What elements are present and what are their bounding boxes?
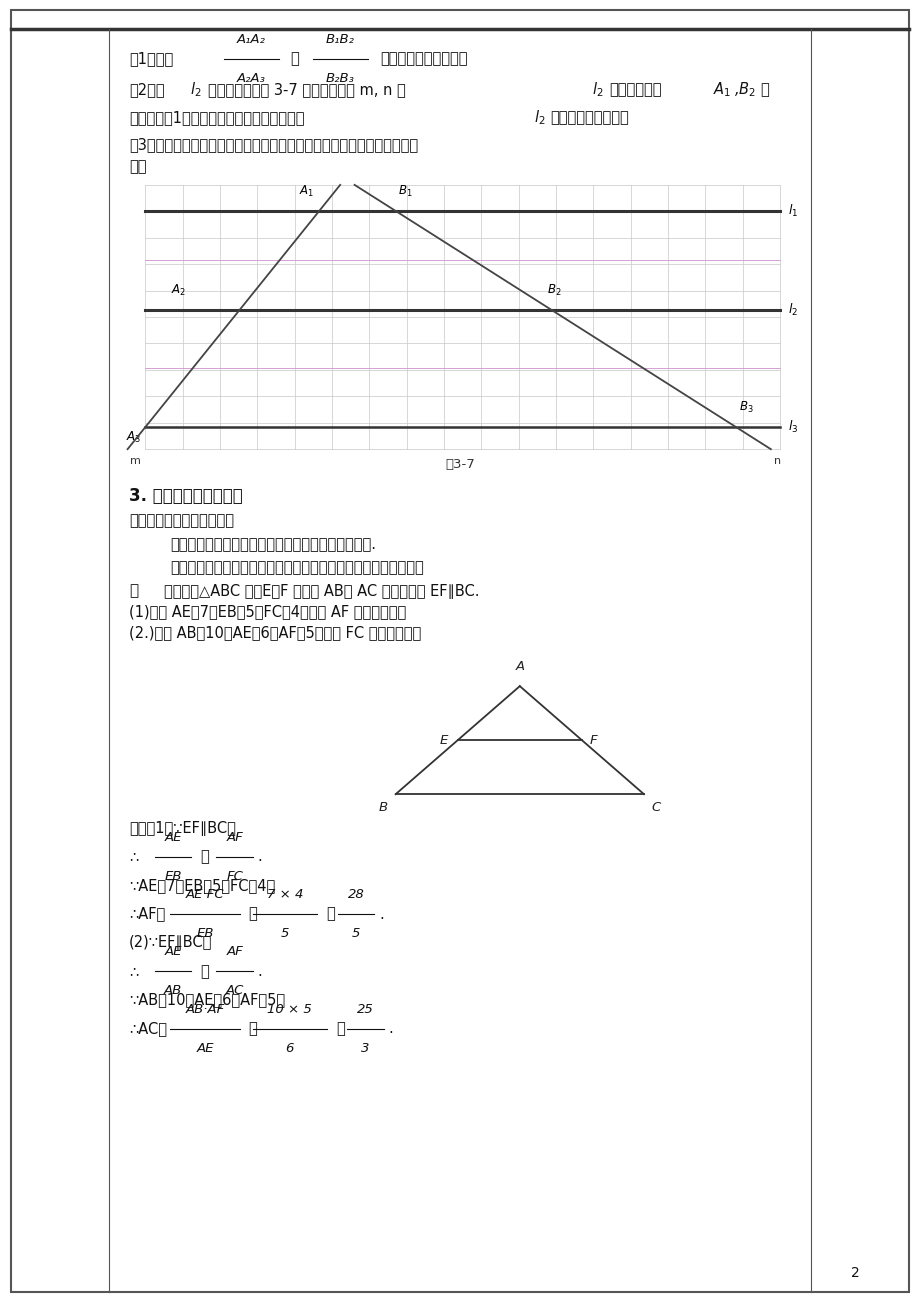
Text: $A_2$: $A_2$ [171,283,186,298]
Text: $B_2$: $B_2$ [547,283,562,298]
Text: ＝: ＝ [335,1021,345,1036]
Text: 解：（1）∵EF∥BC，: 解：（1）∵EF∥BC， [129,820,235,836]
Text: m: m [130,456,141,466]
Text: $A_1$: $A_1$ [712,81,731,99]
Text: E: E [439,734,448,746]
Text: （2）将: （2）将 [129,82,165,98]
Text: AE·FC: AE·FC [186,888,224,901]
Text: 3. 分组讨论，得出结论: 3. 分组讨论，得出结论 [129,487,243,505]
Text: $l_3$: $l_3$ [787,419,797,435]
Text: 的值，你有什么发现？: 的值，你有什么发现？ [380,51,467,66]
Text: AE: AE [164,945,182,958]
Text: ，: ， [759,82,768,98]
Text: B: B [379,801,388,814]
Text: AB: AB [164,984,182,997]
Text: A: A [515,660,524,673]
Text: ＝: ＝ [200,849,210,865]
Text: 与: 与 [289,51,299,66]
Text: .: . [379,906,383,922]
Text: （1）计算: （1）计算 [129,51,173,66]
Text: $B_1$: $B_1$ [398,184,413,199]
Text: ＝: ＝ [326,906,335,922]
Text: ∵AE＝7，EB＝5，FC＝4，: ∵AE＝7，EB＝5，FC＝4， [129,878,275,893]
Text: 例: 例 [129,583,138,599]
Text: $l_1$: $l_1$ [787,203,797,219]
Text: AE: AE [164,831,182,844]
Text: $l_2$: $l_2$ [190,81,201,99]
Text: 3: 3 [360,1042,369,1055]
Text: ∴AC＝: ∴AC＝ [129,1021,166,1036]
Text: AB·AF: AB·AF [186,1003,224,1016]
Text: B₁B₂: B₁B₂ [325,33,355,46]
Text: 的交点分别为: 的交点分别为 [608,82,661,98]
Text: 平行于三角形一边的直线与其他两边相交，截得的对应线段成比例: 平行于三角形一边的直线与其他两边相交，截得的对应线段成比例 [170,560,424,575]
Text: $l_2$: $l_2$ [533,108,544,126]
Text: 2: 2 [850,1267,859,1280]
Text: ∵AB＝10，AE＝6，AF＝5，: ∵AB＝10，AE＝6，AF＝5， [129,992,285,1008]
Text: ,$B_2$: ,$B_2$ [733,81,755,99]
Text: (2.)如果 AB＝10，AE＝6，AF＝5，那么 FC 的长是多少？: (2.)如果 AB＝10，AE＝6，AF＝5，那么 FC 的长是多少？ [129,625,421,641]
Text: 平行线分线段成比例定理：: 平行线分线段成比例定理： [129,513,233,529]
Text: AC: AC [225,984,244,997]
Text: 图3-7: 图3-7 [445,458,474,471]
Text: FC: FC [226,870,243,883]
Text: ＝: ＝ [248,906,257,922]
Text: (2)∵EF∥BC，: (2)∵EF∥BC， [129,935,212,950]
Text: (1)如果 AE＝7，EB＝5，FC＝4，那么 AF 的长是多少？: (1)如果 AE＝7，EB＝5，FC＝4，那么 AF 的长是多少？ [129,604,405,620]
Text: A₂A₃: A₂A₃ [236,72,266,85]
Text: C: C [651,801,660,814]
Text: n: n [773,456,780,466]
Text: 5: 5 [280,927,289,940]
Text: ∴: ∴ [129,963,138,979]
Text: 向下平移到如图 3-7 的位置，直线 m, n 与: 向下平移到如图 3-7 的位置，直线 m, n 与 [208,82,405,98]
Text: 6: 6 [285,1042,294,1055]
Text: $B_3$: $B_3$ [738,400,753,415]
Text: .: . [257,849,262,865]
Text: ＝: ＝ [248,1021,257,1036]
Text: EB: EB [196,927,214,940]
Text: AF: AF [226,831,243,844]
Text: A₁A₂: A₁A₂ [236,33,266,46]
Text: 7 × 4: 7 × 4 [267,888,303,901]
Text: 两条直线被一组平行线所截，所得的对应线段成比例.: 两条直线被一组平行线所截，所得的对应线段成比例. [170,536,376,552]
Text: （3）在平面上任意作三条平行线，用它们截两条直线，截得的线段成比例: （3）在平面上任意作三条平行线，用它们截两条直线，截得的线段成比例 [129,137,417,152]
Text: ∴AF＝: ∴AF＝ [129,906,165,922]
Text: ∴: ∴ [129,849,138,865]
Text: $l_2$: $l_2$ [592,81,603,99]
Text: ＝: ＝ [200,963,210,979]
Text: .: . [257,963,262,979]
Text: 吗？: 吗？ [129,159,146,174]
Text: 10 × 5: 10 × 5 [267,1003,312,1016]
Text: .: . [388,1021,392,1036]
Text: AF: AF [226,945,243,958]
Text: AE: AE [196,1042,214,1055]
Text: 5: 5 [351,927,360,940]
Text: $A_3$: $A_3$ [125,430,141,445]
Text: 25: 25 [357,1003,373,1016]
Text: 如图，在△ABC 中，E，F 分别是 AB和 AC 上的点，且 EF∥BC.: 如图，在△ABC 中，E，F 分别是 AB和 AC 上的点，且 EF∥BC. [164,583,479,599]
Text: F: F [588,734,596,746]
Text: 你在问题（1）中发现结论还成立吗？如果将: 你在问题（1）中发现结论还成立吗？如果将 [129,109,304,125]
Text: 28: 28 [347,888,364,901]
Text: $A_1$: $A_1$ [300,184,314,199]
Text: EB: EB [164,870,182,883]
Text: 平移到其它位置呢？: 平移到其它位置呢？ [550,109,629,125]
Text: $l_2$: $l_2$ [787,302,797,318]
Text: B₂B₃: B₂B₃ [325,72,355,85]
